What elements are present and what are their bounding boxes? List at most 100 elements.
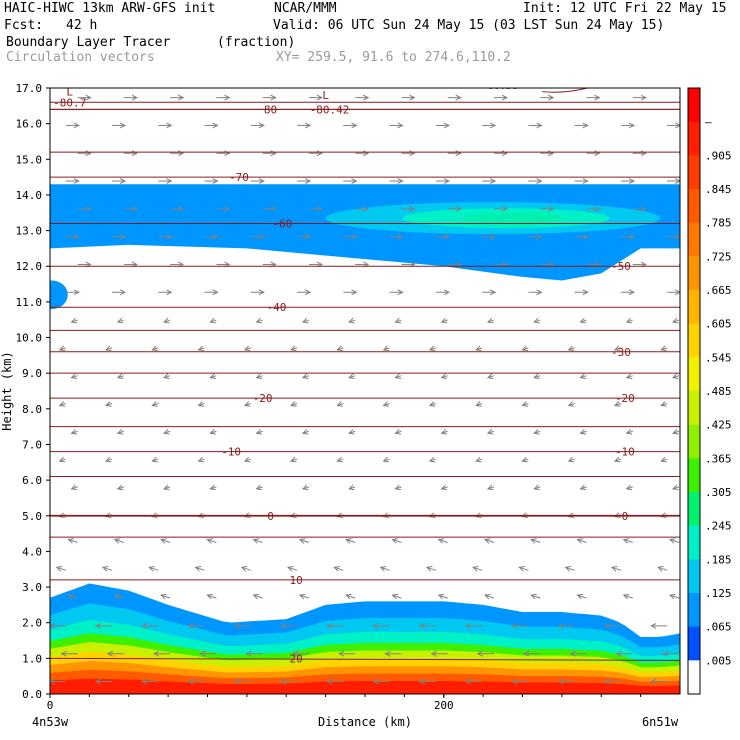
circulation-vector <box>384 459 390 461</box>
y-tick-label: 15.0 <box>16 153 43 166</box>
circulation-vector <box>395 431 402 433</box>
colorbar-label: .845 <box>705 183 732 196</box>
colorbar-swatch <box>688 458 700 493</box>
circulation-vector <box>534 487 541 489</box>
circulation-vector <box>580 320 587 322</box>
isotherm-label: 0 <box>622 510 629 523</box>
circulation-vector <box>673 431 680 433</box>
circulation-vector <box>476 348 483 350</box>
circulation-vector <box>392 540 402 543</box>
circulation-vector <box>115 595 124 598</box>
circulation-vector <box>488 431 495 433</box>
colorbar-swatch <box>688 290 700 325</box>
circulation-vector <box>210 320 217 322</box>
circulation-vector <box>106 403 113 405</box>
circulation-vector <box>569 459 575 461</box>
circulation-vector <box>439 540 448 543</box>
upper-tracer-center <box>462 212 564 224</box>
y-tick-label: 7.0 <box>22 438 42 451</box>
circulation-vector <box>534 376 541 378</box>
colorbar-swatch <box>688 626 700 661</box>
circulation-vector <box>488 376 495 378</box>
circulation-vector <box>242 567 251 570</box>
vector-title: Circulation vectors <box>6 50 155 65</box>
x-right-endpoint: 6n51w <box>642 715 679 729</box>
x-tick-label: 200 <box>434 699 454 712</box>
colorbar-swatch <box>688 121 700 156</box>
valid-time: Valid: 06 UTC Sun 24 May 15 (03 LST Sun … <box>273 18 665 33</box>
circulation-vector <box>118 320 124 322</box>
circulation-vector <box>395 376 402 378</box>
field-title: Boundary Layer Tracer <box>6 35 171 50</box>
circulation-vector <box>164 376 171 378</box>
circulation-vector <box>670 595 680 598</box>
isotherm-line <box>50 657 680 661</box>
circulation-vector <box>60 348 66 350</box>
circulation-vector <box>661 403 668 405</box>
colorbar-label: .485 <box>705 385 732 398</box>
circulation-vector <box>303 320 310 322</box>
circulation-vector <box>69 540 78 543</box>
circulation-vector <box>442 431 448 433</box>
circulation-vector <box>577 595 587 598</box>
circulation-vector <box>60 459 66 461</box>
circulation-vector <box>210 376 217 378</box>
circulation-vector <box>670 540 680 543</box>
circulation-vector <box>349 487 356 489</box>
circulation-vector <box>430 348 437 350</box>
colorbar-swatch <box>688 222 700 257</box>
circulation-vector <box>118 487 124 489</box>
circulation-vector <box>291 403 298 405</box>
circulation-vector <box>164 487 171 489</box>
circulation-vector <box>442 487 448 489</box>
circulation-vector <box>334 567 344 570</box>
circulation-vector <box>534 431 541 433</box>
y-tick-label: 12.0 <box>16 260 43 273</box>
axes: 0.0 1.0 2.0 3.0 4.0 5.0 6.0 7.0 8.0 9.0 10.0 11.0 12… <box>16 82 642 712</box>
colorbar-swatch <box>688 88 700 123</box>
isotherm-label: -80.42 <box>310 103 350 116</box>
circulation-vector <box>392 595 402 598</box>
circulation-vectors <box>50 98 680 682</box>
circulation-vector <box>624 595 633 598</box>
circulation-vector <box>485 595 495 598</box>
circulation-vector <box>254 595 263 598</box>
y-tick-label: 13.0 <box>16 225 43 238</box>
circulation-vector <box>291 348 298 350</box>
circulation-vector <box>337 348 344 350</box>
isotherm-label: -30 <box>611 346 631 359</box>
circulation-vector <box>199 348 205 350</box>
colorbar-label: .365 <box>705 452 732 465</box>
org-label: NCAR/MMM <box>274 1 337 16</box>
colorbar-swatch <box>688 660 700 695</box>
circulation-vector <box>257 376 263 378</box>
circulation-vector <box>303 431 310 433</box>
colorbar-swatch <box>688 525 700 560</box>
circulation-vector <box>254 540 263 543</box>
lower-tracer-band-8 <box>50 678 680 694</box>
isotherm-label: -50 <box>611 260 631 273</box>
circulation-vector <box>72 376 78 378</box>
circulation-vector <box>245 459 251 461</box>
circulation-vector <box>442 320 448 322</box>
isotherm-label: 10 <box>289 574 302 587</box>
circulation-vector <box>395 320 402 322</box>
isotherm-label: -80.7 <box>53 96 86 109</box>
circulation-vector <box>210 487 217 489</box>
circulation-vector <box>627 320 633 322</box>
forecast-hours: 42 h <box>66 18 98 33</box>
y-tick-label: 5.0 <box>22 510 42 523</box>
circulation-vector <box>476 403 483 405</box>
circulation-vector <box>673 376 680 378</box>
circulation-vector <box>164 431 171 433</box>
colorbar-label: .005 <box>705 654 732 667</box>
circulation-vector <box>210 431 217 433</box>
circulation-vector <box>580 376 587 378</box>
circulation-vector <box>485 540 495 543</box>
colorbar-swatch <box>688 424 700 459</box>
y-tick-label: 6.0 <box>22 474 42 487</box>
forecast-label: Fcst: <box>4 18 44 33</box>
x-axis-label: Distance (km) <box>318 715 412 729</box>
y-tick-label: 17.0 <box>16 82 43 95</box>
model-title: HAIC-HIWC 13km ARW-GFS init <box>4 1 216 16</box>
